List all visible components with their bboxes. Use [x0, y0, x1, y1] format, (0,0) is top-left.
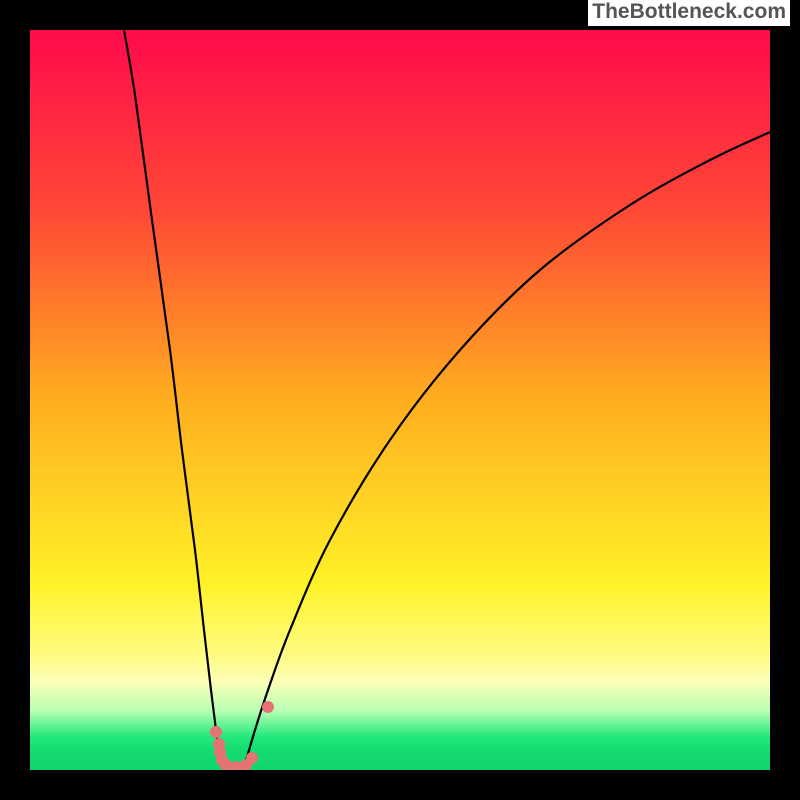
- chart-container: TheBottleneck.com: [0, 0, 800, 800]
- bottleneck-curve-chart: [0, 0, 800, 800]
- plot-area: [30, 30, 770, 773]
- watermark-text: TheBottleneck.com: [588, 0, 790, 26]
- data-point-marker: [246, 752, 258, 764]
- data-point-marker: [220, 759, 232, 771]
- data-point-marker: [210, 726, 222, 738]
- data-point-marker: [262, 701, 274, 713]
